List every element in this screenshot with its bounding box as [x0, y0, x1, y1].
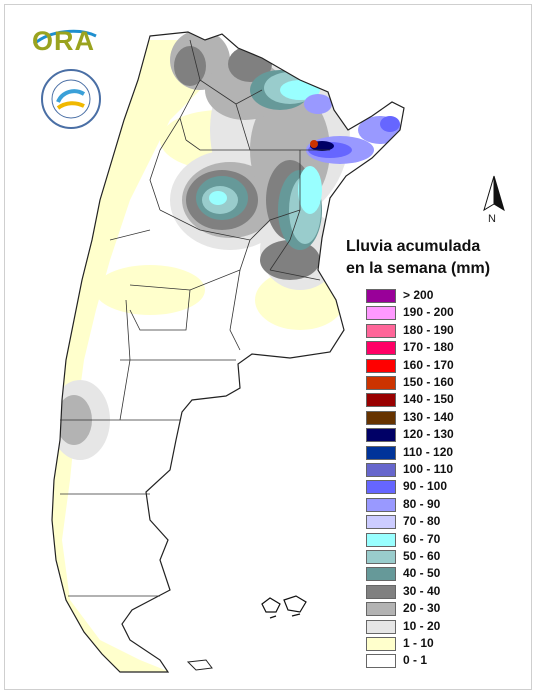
legend-swatch — [366, 341, 396, 356]
legend-item: 120 - 130 — [366, 427, 506, 444]
legend-item: 170 - 180 — [366, 340, 506, 357]
legend-title-line2: en la semana (mm) — [346, 260, 491, 277]
legend-item: 30 - 40 — [366, 584, 506, 601]
legend-swatch — [366, 306, 396, 321]
legend-label: 40 - 50 — [403, 566, 441, 581]
legend-swatch — [366, 358, 396, 373]
legend-item: 70 - 80 — [366, 514, 506, 531]
legend-label: > 200 — [403, 288, 434, 302]
legend-title-line1: Lluvia acumulada — [346, 238, 481, 255]
legend-swatch — [366, 376, 396, 390]
legend-swatch — [366, 410, 396, 425]
legend-label: 70 - 80 — [403, 514, 441, 529]
smn-seal-icon — [41, 69, 101, 129]
legend-label: 140 - 150 — [403, 392, 454, 407]
legend-item: 100 - 110 — [366, 462, 506, 479]
legend-swatch — [366, 428, 396, 443]
legend-swatch — [366, 602, 396, 617]
legend-item: 40 - 50 — [366, 566, 506, 583]
legend-label: 30 - 40 — [403, 583, 441, 598]
legend-swatch — [366, 619, 396, 634]
legend-item: 140 - 150 — [366, 392, 506, 409]
legend-label: 100 - 110 — [403, 462, 454, 476]
legend-label: 180 - 190 — [403, 322, 454, 337]
legend-label: 190 - 200 — [403, 305, 454, 320]
legend-item: 50 - 60 — [366, 549, 506, 566]
legend-item: 0 - 1 — [366, 653, 506, 670]
legend-item: 80 - 90 — [366, 497, 506, 514]
logo-swoosh — [33, 29, 97, 46]
legend-item: > 200 — [366, 288, 506, 305]
legend-item: 130 - 140 — [366, 410, 506, 427]
legend-label: 120 - 130 — [403, 427, 454, 442]
legend-swatch — [366, 323, 396, 338]
legend-label: 60 - 70 — [403, 531, 441, 546]
legend-label: 110 - 120 — [403, 444, 454, 459]
legend-item: 190 - 200 — [366, 305, 506, 322]
legend-item: 150 - 160 — [366, 375, 506, 392]
legend-label: 170 - 180 — [403, 340, 454, 355]
legend-item: 90 - 100 — [366, 479, 506, 496]
legend-item: 1 - 10 — [366, 636, 506, 653]
legend-label: 150 - 160 — [403, 375, 454, 389]
ora-logo: ORA — [32, 26, 95, 56]
legend-swatch — [366, 393, 396, 408]
north-arrow-icon — [483, 175, 505, 212]
legend-item: 180 - 190 — [366, 323, 506, 340]
legend-item: 60 - 70 — [366, 532, 506, 549]
legend-swatch — [366, 497, 396, 512]
legend-swatch — [366, 515, 396, 530]
legend-label: 20 - 30 — [403, 601, 441, 616]
legend-label: 90 - 100 — [403, 479, 448, 494]
legend-swatch — [366, 654, 396, 669]
legend-swatch — [366, 637, 396, 651]
legend-label: 80 - 90 — [403, 496, 441, 511]
image-frame — [4, 4, 532, 690]
legend-swatch — [366, 289, 396, 303]
legend-swatch — [366, 463, 396, 477]
legend-label: 10 - 20 — [403, 618, 441, 633]
legend-label: 160 - 170 — [403, 357, 454, 372]
legend-swatch — [366, 584, 396, 599]
legend-swatch — [366, 480, 396, 495]
legend-title: Lluvia acumulada en la semana (mm) — [346, 236, 490, 280]
legend-item: 10 - 20 — [366, 619, 506, 636]
legend-item: 160 - 170 — [366, 358, 506, 375]
legend-swatch — [366, 567, 396, 582]
legend-label: 50 - 60 — [403, 549, 441, 563]
legend-label: 0 - 1 — [403, 653, 428, 668]
legend-item: 20 - 30 — [366, 601, 506, 618]
north-label: N — [488, 213, 496, 225]
legend-label: 1 - 10 — [403, 636, 434, 650]
legend-swatch — [366, 445, 396, 460]
legend-swatch — [366, 550, 396, 564]
legend-item: 110 - 120 — [366, 445, 506, 462]
legend-swatch — [366, 532, 396, 547]
legend-label: 130 - 140 — [403, 409, 454, 424]
